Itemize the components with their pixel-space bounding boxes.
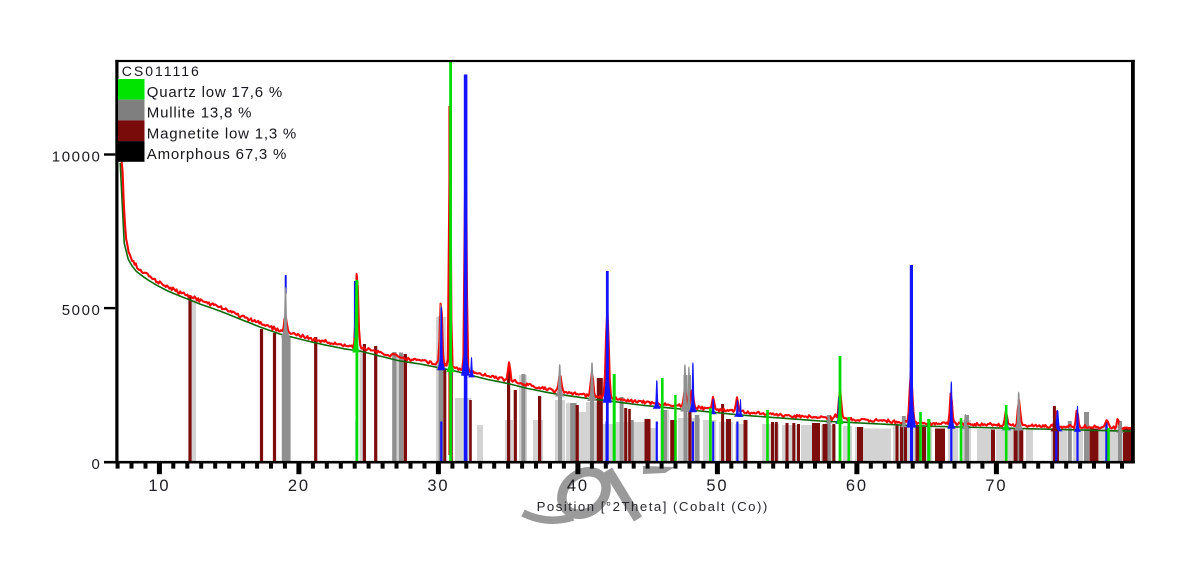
svg-text:Amorphous 67,3 %: Amorphous 67,3 %	[147, 146, 287, 163]
svg-text:Quartz low 17,6 %: Quartz low 17,6 %	[147, 84, 283, 101]
svg-text:30: 30	[427, 477, 449, 495]
svg-text:10: 10	[148, 477, 170, 495]
svg-text:40: 40	[567, 477, 589, 495]
svg-text:50: 50	[706, 477, 728, 495]
svg-text:20: 20	[288, 477, 310, 495]
svg-text:5000: 5000	[62, 302, 102, 319]
svg-text:Magnetite low 1,3 %: Magnetite low 1,3 %	[147, 125, 297, 142]
svg-text:CS011116: CS011116	[122, 63, 201, 79]
svg-text:10000: 10000	[52, 149, 102, 166]
svg-text:Mullite 13,8 %: Mullite 13,8 %	[147, 105, 252, 122]
svg-text:Position [°2Theta] (Cobalt (Co: Position [°2Theta] (Cobalt (Co))	[537, 499, 769, 514]
svg-text:60: 60	[846, 477, 868, 495]
svg-text:0: 0	[92, 456, 102, 473]
svg-text:70: 70	[985, 477, 1007, 495]
